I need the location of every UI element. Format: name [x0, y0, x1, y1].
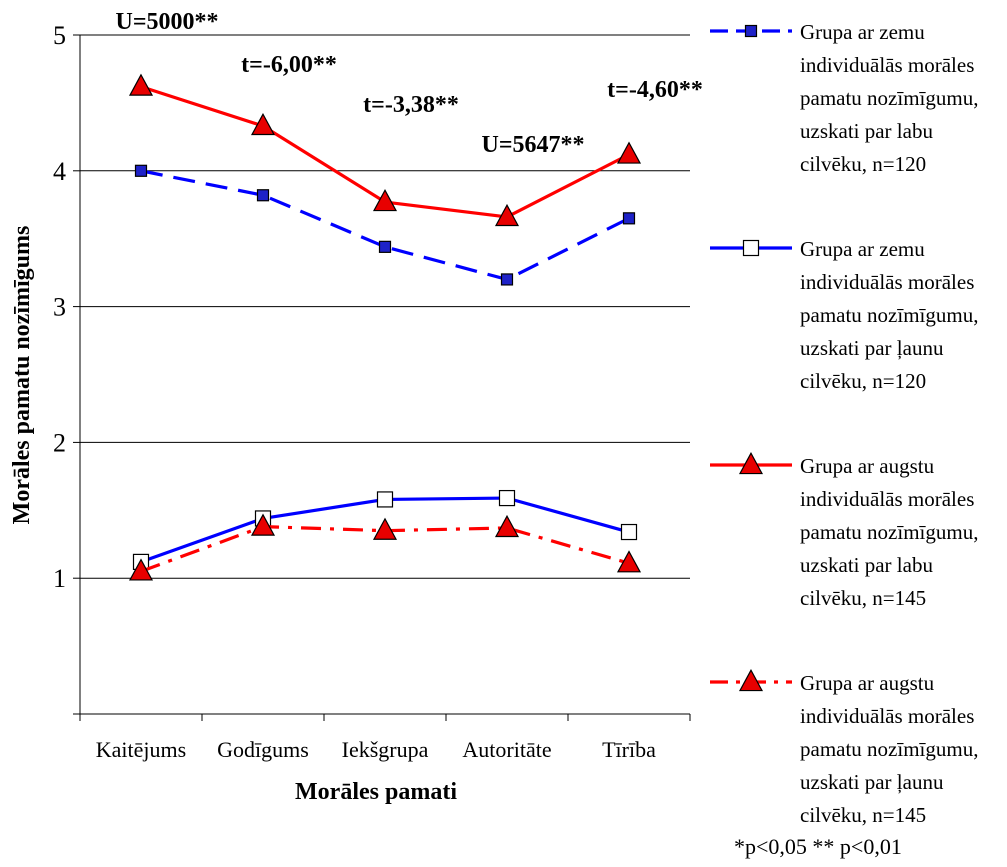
data-point	[128, 73, 154, 96]
series-line	[140, 169, 630, 282]
data-point	[378, 240, 392, 253]
data-point	[620, 523, 638, 541]
data-point	[742, 239, 760, 257]
x-tick-label: Tīrība	[602, 737, 656, 762]
legend-label: individuālās morāles	[800, 270, 974, 294]
x-tick-label: Godīgums	[217, 737, 309, 762]
series-3	[128, 73, 642, 227]
data-point	[256, 189, 270, 202]
legend-label: pamatu nozīmīgumu,	[800, 520, 978, 544]
legend-label: uzskati par ļaunu	[800, 336, 944, 360]
data-point	[500, 273, 514, 286]
stat-annotation: t=-6,00**	[241, 52, 337, 78]
data-point	[494, 514, 520, 538]
series-1	[134, 164, 636, 286]
legend-entry: Grupa ar augstu individuālās morāles pamat…	[710, 668, 978, 827]
legend-label: pamatu nozīmīgumu,	[800, 737, 978, 761]
data-point	[616, 141, 642, 164]
legend-label: uzskati par ļaunu	[800, 770, 944, 794]
data-point	[498, 489, 516, 507]
data-point	[372, 517, 398, 540]
y-tick-label: 1	[53, 564, 66, 593]
gridlines	[80, 34, 690, 579]
legend-label: individuālās morāles	[800, 487, 974, 511]
stat-annotation: U=5647**	[481, 132, 584, 158]
data-point	[128, 558, 154, 581]
legend-label: cilvēku, n=145	[800, 586, 926, 610]
x-tick-label: Autoritāte	[462, 737, 551, 762]
y-tick-labels: 1 2 3 4 5	[53, 21, 66, 593]
x-tick-labels: Kaitējums Godīgums Iekšgrupa Autoritāte Tīrī…	[96, 737, 656, 762]
legend-label: uzskati par labu	[800, 553, 933, 577]
data-point	[250, 513, 276, 536]
data-point	[250, 112, 276, 136]
legend-entry: Grupa ar zemu individuālās morāles pamatu …	[710, 20, 978, 176]
axes	[73, 34, 691, 721]
legend-entry: Grupa ar zemu individuālās morāles pamatu …	[710, 237, 978, 393]
data-point	[616, 550, 642, 573]
data-point	[494, 203, 520, 227]
series-4	[128, 513, 642, 581]
legend-label: Grupa ar augstu	[800, 671, 935, 695]
x-tick-label: Iekšgrupa	[342, 737, 429, 762]
legend: Grupa ar zemu individuālās morāles pamatu …	[710, 20, 978, 827]
data-point	[738, 451, 764, 475]
legend-entry: Grupa ar augstu individuālās morāles pamat…	[710, 451, 978, 610]
y-tick-label: 5	[53, 21, 66, 50]
legend-label: Grupa ar zemu	[800, 20, 925, 44]
data-point	[134, 164, 148, 177]
data-point	[738, 668, 764, 692]
stat-annotation: t=-4,60**	[607, 77, 703, 103]
legend-label: individuālās morāles	[800, 53, 974, 77]
y-tick-label: 3	[53, 293, 66, 322]
footnote: *p<0,05 ** p<0,01	[734, 834, 902, 859]
data-point	[376, 491, 394, 508]
legend-label: cilvēku, n=120	[800, 369, 926, 393]
annotations: U=5000** t=-6,00** t=-3,38** U=5647** t=-4,6…	[115, 9, 702, 158]
data-point	[744, 24, 758, 38]
legend-label: pamatu nozīmīgumu,	[800, 86, 978, 110]
y-tick-label: 4	[53, 157, 66, 186]
x-tick-label: Kaitējums	[96, 737, 186, 762]
data-point	[622, 212, 636, 225]
legend-label: cilvēku, n=145	[800, 803, 926, 827]
data-point	[372, 188, 398, 212]
stat-annotation: U=5000**	[115, 9, 218, 35]
x-axis-title: Morāles pamati	[295, 779, 457, 805]
stat-annotation: t=-3,38**	[363, 92, 459, 118]
y-axis-title: Morāles pamatu nozīmīgums	[9, 226, 35, 525]
legend-label: pamatu nozīmīgumu,	[800, 303, 978, 327]
legend-label: uzskati par labu	[800, 119, 933, 143]
y-tick-label: 2	[53, 428, 66, 457]
legend-label: Grupa ar augstu	[800, 454, 935, 478]
legend-label: Grupa ar zemu	[800, 237, 925, 261]
legend-label: cilvēku, n=120	[800, 152, 926, 176]
series-lines	[128, 73, 642, 581]
legend-label: individuālās morāles	[800, 704, 974, 728]
